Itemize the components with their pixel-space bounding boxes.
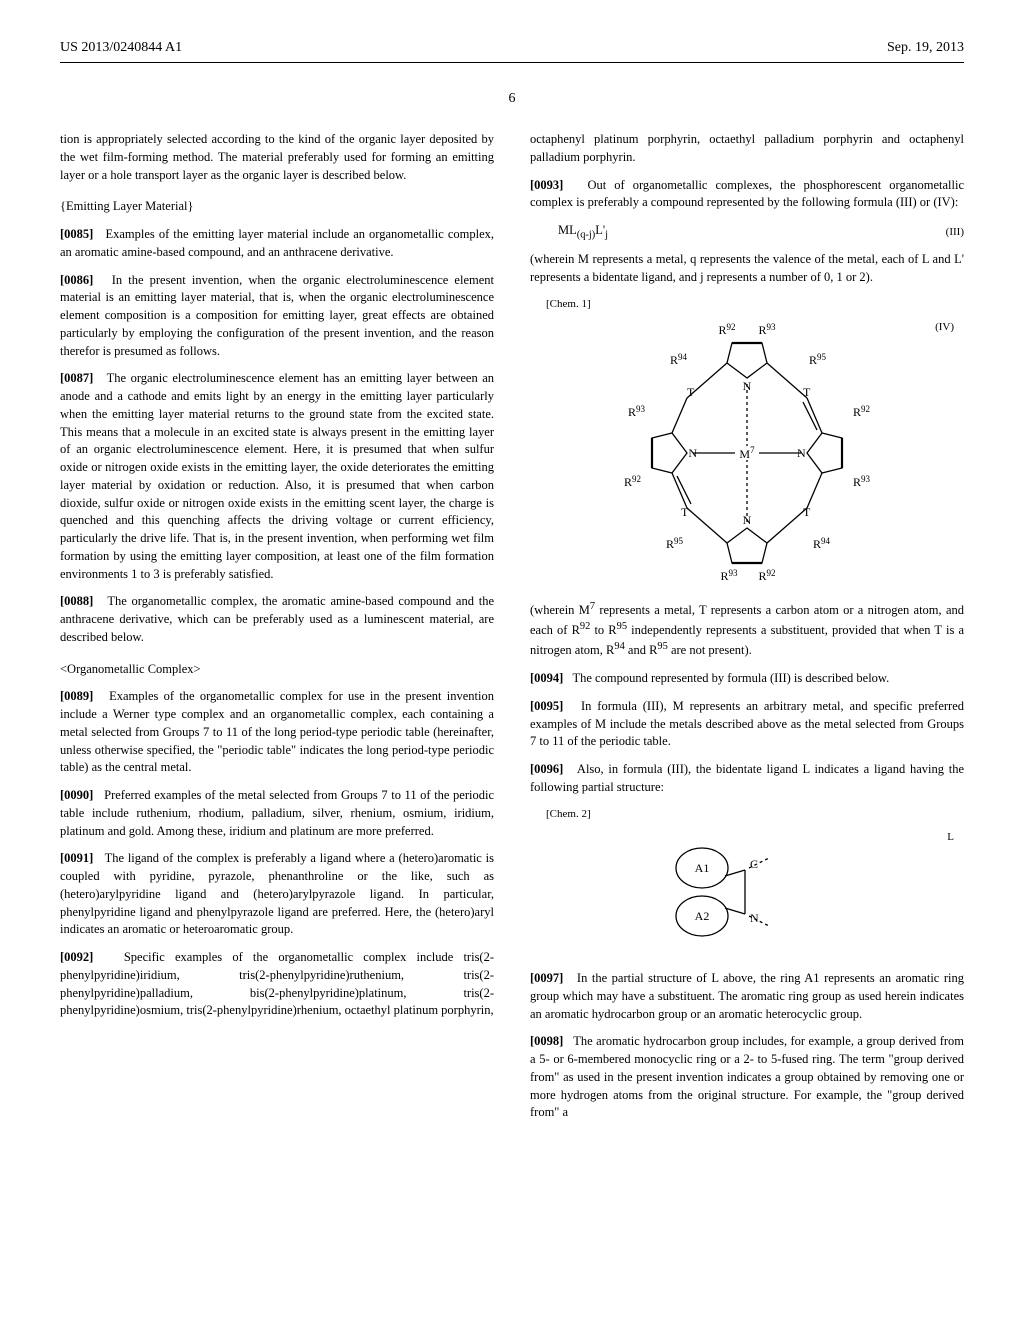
svg-text:N: N [743,379,752,393]
para-num: [0086] [60,273,93,287]
para-num: [0088] [60,594,93,608]
para-num: [0092] [60,950,93,964]
para-num: [0096] [530,762,563,776]
svg-text:R95: R95 [809,352,827,367]
para-text: Examples of the emitting layer material … [60,227,494,259]
svg-text:R92: R92 [624,474,641,489]
svg-text:R92: R92 [758,568,775,583]
diagram-iv-label: (IV) [935,320,954,336]
para-text: The organic electroluminescence element … [60,371,494,580]
svg-text:R93: R93 [853,474,871,489]
para-0097: [0097] In the partial structure of L abo… [530,970,964,1023]
pub-number: US 2013/0240844 A1 [60,40,182,56]
svg-text:A2: A2 [695,909,710,923]
para-0093-after: (wherein M represents a metal, q represe… [530,251,964,287]
para-0089: [0089] Examples of the organometallic co… [60,688,494,777]
svg-text:R95: R95 [666,536,684,551]
svg-text:C: C [750,857,758,871]
formula-iii: ML(q-j)L'j (III) [558,222,964,243]
pub-date: Sep. 19, 2013 [887,40,964,56]
para-0091: [0091] The ligand of the complex is pref… [60,850,494,939]
svg-text:R93: R93 [758,322,776,337]
subhead-emitting-layer: {Emitting Layer Material} [60,198,494,216]
para-text: The compound represented by formula (III… [572,671,889,685]
svg-text:R94: R94 [813,536,831,551]
formula-expr: ML(q-j)L'j [558,222,608,243]
svg-text:R92: R92 [853,404,870,419]
chem-2-label: [Chem. 2] [546,807,964,823]
para-text: The ligand of the complex is preferably … [60,851,494,936]
two-column-body: tion is appropriately selected according… [60,131,964,1132]
para-cont-0084: tion is appropriately selected according… [60,131,494,184]
para-num: [0093] [530,178,563,192]
para-text: Also, in formula (III), the bidentate li… [530,762,964,794]
svg-text:R94: R94 [670,352,688,367]
para-0098: [0098] The aromatic hydrocarbon group in… [530,1033,964,1122]
para-0086: [0086] In the present invention, when th… [60,272,494,361]
para-num: [0087] [60,371,93,385]
para-0092: [0092] Specific examples of the organome… [60,949,494,1020]
para-num: [0085] [60,227,93,241]
svg-text:R93: R93 [720,568,738,583]
svg-text:T: T [687,385,695,399]
para-0096: [0096] Also, in formula (III), the biden… [530,761,964,797]
para-num: [0090] [60,788,93,802]
ligand-l-diagram: A1 A2 C N [657,828,837,958]
para-0095: [0095] In formula (III), M represents an… [530,698,964,751]
para-0085: [0085] Examples of the emitting layer ma… [60,226,494,262]
para-num: [0095] [530,699,563,713]
para-text: In the partial structure of L above, the… [530,971,964,1021]
chem-1-label: [Chem. 1] [546,297,964,313]
para-0093: [0093] Out of organometallic complexes, … [530,177,964,213]
para-text: The organometallic complex, the aromatic… [60,594,494,644]
porphyrin-diagram: M7 N N N N T T T T R92 R93 R94 [597,318,897,588]
svg-text:M7: M7 [739,445,755,461]
para-text: Examples of the organometallic complex f… [60,689,494,774]
para-num: [0091] [60,851,93,865]
svg-text:T: T [803,505,811,519]
diagram-l-wrap: L A1 A2 C N [530,828,964,958]
svg-text:N: N [743,513,752,527]
para-0088: [0088] The organometallic complex, the a… [60,593,494,646]
page-number: 6 [60,91,964,107]
formula-label: (III) [946,225,964,241]
patent-page: US 2013/0240844 A1 Sep. 19, 2013 6 tion … [0,0,1024,1192]
svg-text:T: T [803,385,811,399]
svg-text:N: N [797,446,806,460]
para-num: [0098] [530,1034,563,1048]
para-0090: [0090] Preferred examples of the metal s… [60,787,494,840]
para-0087: [0087] The organic electroluminescence e… [60,370,494,583]
para-text: Preferred examples of the metal selected… [60,788,494,838]
svg-text:N: N [750,911,759,925]
para-0092-cont: octaphenyl platinum porphyrin, octaethyl… [530,131,964,167]
para-num: [0089] [60,689,93,703]
para-iv-after: (wherein M7 represents a metal, T repres… [530,600,964,660]
header-rule [60,62,964,63]
para-text: In the present invention, when the organ… [60,273,494,358]
svg-text:A1: A1 [695,861,710,875]
para-text: Specific examples of the organometallic … [60,950,494,1017]
right-column: octaphenyl platinum porphyrin, octaethyl… [530,131,964,1132]
diagram-iv-wrap: (IV) [530,318,964,588]
subhead-organometallic: <Organometallic Complex> [60,661,494,679]
svg-text:R93: R93 [628,404,646,419]
para-text: In formula (III), M represents an arbitr… [530,699,964,749]
para-text: Out of organometallic complexes, the pho… [530,178,964,210]
page-header: US 2013/0240844 A1 Sep. 19, 2013 [60,40,964,56]
para-num: [0097] [530,971,563,985]
para-num: [0094] [530,671,563,685]
svg-text:T: T [681,505,689,519]
left-column: tion is appropriately selected according… [60,131,494,1132]
para-0094: [0094] The compound represented by formu… [530,670,964,688]
svg-text:N: N [688,446,697,460]
svg-text:R92: R92 [718,322,735,337]
para-text: The aromatic hydrocarbon group includes,… [530,1034,964,1119]
diagram-l-label: L [947,830,954,846]
